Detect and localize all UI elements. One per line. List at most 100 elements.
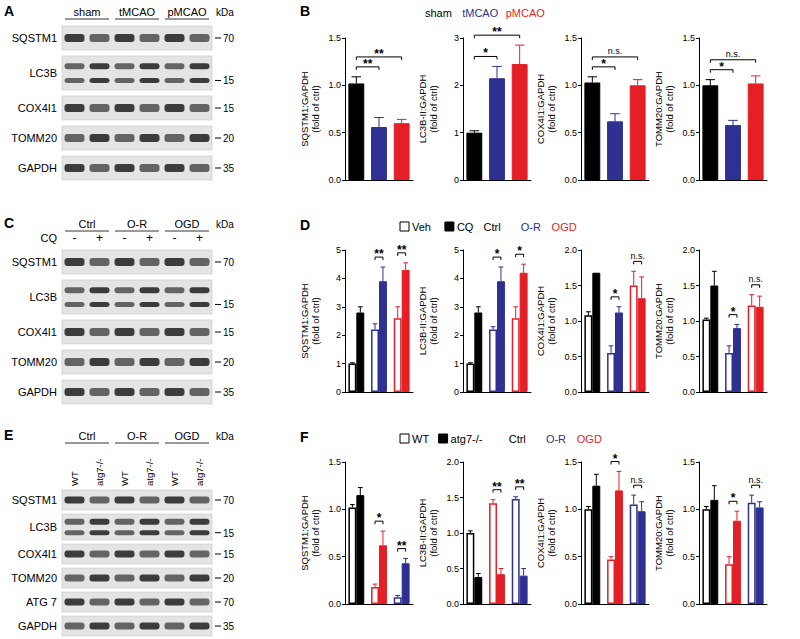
svg-text:0.5: 0.5 xyxy=(446,564,459,574)
svg-text:0.0: 0.0 xyxy=(564,387,577,397)
svg-text:(fold of ctrl): (fold of ctrl) xyxy=(428,297,439,345)
svg-text:COX4I1: COX4I1 xyxy=(18,326,57,338)
svg-text:LC3B-II:GAPDH: LC3B-II:GAPDH xyxy=(417,287,428,356)
svg-text:CQ: CQ xyxy=(457,221,474,233)
svg-text:TOMM20:GAPDH: TOMM20:GAPDH xyxy=(653,71,664,147)
svg-text:3: 3 xyxy=(336,302,341,312)
svg-text:35: 35 xyxy=(223,163,235,174)
svg-text:**: ** xyxy=(363,57,373,71)
svg-text:WT: WT xyxy=(169,471,180,486)
svg-text:0.0: 0.0 xyxy=(328,599,341,609)
svg-text:1.0: 1.0 xyxy=(682,80,695,90)
svg-text:SQSTM1: SQSTM1 xyxy=(12,256,57,268)
svg-text:(fold of ctrl): (fold of ctrl) xyxy=(310,509,321,557)
svg-text:2: 2 xyxy=(454,80,459,90)
svg-text:TOMM20: TOMM20 xyxy=(11,572,57,584)
svg-text:*: * xyxy=(601,57,606,71)
svg-text:**: ** xyxy=(492,25,502,39)
svg-text:GAPDH: GAPDH xyxy=(18,620,57,632)
svg-text:70: 70 xyxy=(223,597,235,608)
svg-text:COX4I1:GAPDH: COX4I1:GAPDH xyxy=(535,286,546,356)
svg-text:*: * xyxy=(483,46,488,60)
svg-text:1.5: 1.5 xyxy=(446,493,459,503)
svg-text:(fold of ctrl): (fold of ctrl) xyxy=(664,85,675,133)
svg-text:LC3B-II:GAPDH: LC3B-II:GAPDH xyxy=(417,499,428,568)
svg-text:1.0: 1.0 xyxy=(564,80,577,90)
svg-text:+: + xyxy=(146,231,153,245)
svg-text:0.5: 0.5 xyxy=(564,552,577,562)
svg-text:n.s.: n.s. xyxy=(630,475,645,485)
svg-text:-: - xyxy=(73,231,77,245)
svg-text:n.s.: n.s. xyxy=(608,46,623,56)
svg-text:*: * xyxy=(731,305,736,319)
svg-text:SQSTM1: SQSTM1 xyxy=(12,494,57,506)
svg-text:15: 15 xyxy=(223,299,235,310)
svg-text:0.0: 0.0 xyxy=(446,599,459,609)
svg-text:pMCAO: pMCAO xyxy=(167,6,207,18)
svg-text:COX4I1:GAPDH: COX4I1:GAPDH xyxy=(535,74,546,144)
svg-text:(fold of ctrl): (fold of ctrl) xyxy=(310,85,321,133)
svg-text:n.s.: n.s. xyxy=(630,251,645,261)
svg-text:0.0: 0.0 xyxy=(682,175,695,185)
svg-text:15: 15 xyxy=(223,103,235,114)
svg-text:70: 70 xyxy=(223,495,235,506)
svg-text:(fold of ctrl): (fold of ctrl) xyxy=(546,85,557,133)
svg-text:TOMM20:GAPDH: TOMM20:GAPDH xyxy=(653,283,664,359)
svg-text:0.0: 0.0 xyxy=(682,599,695,609)
svg-text:1.5: 1.5 xyxy=(564,457,577,467)
svg-text:0.0: 0.0 xyxy=(682,387,695,397)
svg-text:tMCAO: tMCAO xyxy=(462,7,499,19)
svg-text:WT: WT xyxy=(119,471,130,486)
svg-text:SQSTM1: SQSTM1 xyxy=(12,32,57,44)
svg-text:1.0: 1.0 xyxy=(682,504,695,514)
svg-text:kDa: kDa xyxy=(216,219,234,230)
svg-text:O-R: O-R xyxy=(521,221,541,233)
svg-text:n.s.: n.s. xyxy=(748,475,763,485)
svg-text:atg7-/-: atg7-/- xyxy=(94,459,105,486)
svg-text:15: 15 xyxy=(223,528,235,539)
svg-text:35: 35 xyxy=(223,621,235,632)
svg-text:E: E xyxy=(4,427,13,443)
svg-text:20: 20 xyxy=(223,573,235,584)
svg-text:1.5: 1.5 xyxy=(682,281,695,291)
svg-text:1.0: 1.0 xyxy=(446,528,459,538)
svg-text:*: * xyxy=(731,491,736,505)
svg-text:F: F xyxy=(300,429,309,445)
svg-text:0.0: 0.0 xyxy=(564,175,577,185)
svg-text:70: 70 xyxy=(223,33,235,44)
svg-text:n.s.: n.s. xyxy=(748,274,763,284)
svg-text:atg7-/-: atg7-/- xyxy=(451,433,483,445)
svg-text:sham: sham xyxy=(74,6,101,18)
svg-text:70: 70 xyxy=(223,257,235,268)
svg-text:SQSTM1:GAPDH: SQSTM1:GAPDH xyxy=(299,495,310,571)
svg-text:-: - xyxy=(173,231,177,245)
svg-text:SQSTM1:GAPDH: SQSTM1:GAPDH xyxy=(299,283,310,359)
svg-text:5: 5 xyxy=(336,245,341,255)
svg-text:15: 15 xyxy=(223,327,235,338)
svg-text:kDa: kDa xyxy=(216,431,234,442)
svg-text:SQSTM1:GAPDH: SQSTM1:GAPDH xyxy=(299,71,310,147)
svg-text:(fold of ctrl): (fold of ctrl) xyxy=(428,509,439,557)
svg-text:1.0: 1.0 xyxy=(682,316,695,326)
svg-text:OGD: OGD xyxy=(577,433,602,445)
svg-text:OGD: OGD xyxy=(174,218,199,230)
svg-text:+: + xyxy=(196,231,203,245)
svg-text:atg7-/-: atg7-/- xyxy=(194,459,205,486)
svg-text:atg7-/-: atg7-/- xyxy=(144,459,155,486)
svg-text:0.5: 0.5 xyxy=(682,552,695,562)
svg-text:GAPDH: GAPDH xyxy=(18,162,57,174)
svg-text:TOMM20: TOMM20 xyxy=(11,356,57,368)
svg-text:COX4I1: COX4I1 xyxy=(18,102,57,114)
svg-text:15: 15 xyxy=(223,549,235,560)
svg-text:+: + xyxy=(96,231,103,245)
svg-text:LC3B-II:GAPDH: LC3B-II:GAPDH xyxy=(417,75,428,144)
svg-text:0.5: 0.5 xyxy=(682,352,695,362)
svg-text:1.5: 1.5 xyxy=(328,457,341,467)
svg-text:A: A xyxy=(4,3,14,19)
svg-text:TOMM20:GAPDH: TOMM20:GAPDH xyxy=(653,495,664,571)
svg-text:**: ** xyxy=(397,539,407,553)
svg-text:2.0: 2.0 xyxy=(446,457,459,467)
svg-text:35: 35 xyxy=(223,387,235,398)
svg-text:0: 0 xyxy=(454,175,459,185)
svg-text:*: * xyxy=(377,511,382,525)
